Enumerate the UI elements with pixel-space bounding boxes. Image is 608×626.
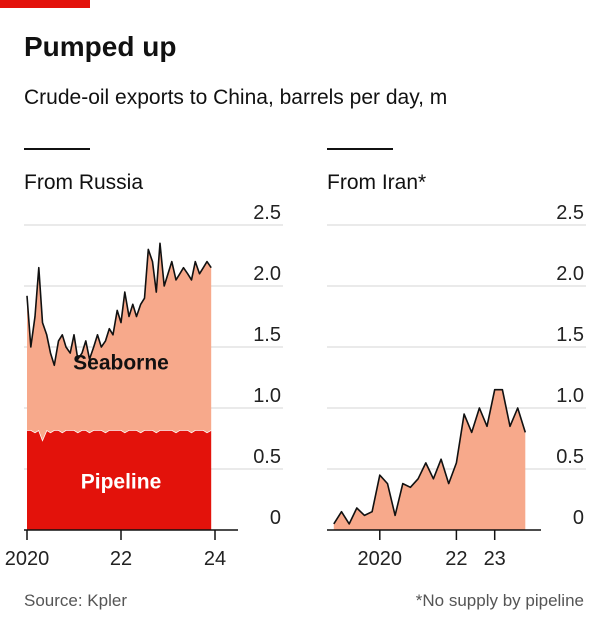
x-tick-label: 2020 — [358, 548, 403, 570]
area — [27, 430, 212, 530]
line — [333, 388, 527, 525]
y-tick-label: 1.5 — [253, 324, 281, 346]
brand-bar — [0, 0, 90, 8]
y-tick-label: 0.5 — [253, 446, 281, 468]
series-label: Pipeline — [81, 470, 162, 493]
footnote: *No supply by pipeline — [416, 591, 584, 610]
y-tick-label: 0 — [270, 507, 281, 529]
y-tick-label: 2.0 — [253, 263, 281, 285]
y-tick-label: 1.0 — [556, 385, 584, 407]
y-tick-label: 2.5 — [556, 202, 584, 224]
y-tick-label: 0 — [573, 507, 584, 529]
x-tick-label: 22 — [445, 548, 467, 570]
x-tick-label: 23 — [484, 548, 506, 570]
line — [26, 242, 212, 367]
series-label: Seaborne — [73, 352, 169, 375]
panel-title: From Iran* — [327, 171, 426, 194]
y-tick-label: 2.5 — [253, 202, 281, 224]
chart-subtitle: Crude-oil exports to China, barrels per … — [24, 86, 447, 109]
x-tick-label: 22 — [110, 548, 132, 570]
chart-title: Pumped up — [24, 31, 176, 62]
panel-title: From Russia — [24, 171, 143, 194]
y-tick-label: 2.0 — [556, 263, 584, 285]
y-tick-label: 1.0 — [253, 385, 281, 407]
x-tick-label: 24 — [204, 548, 226, 570]
x-tick-label: 2020 — [5, 548, 50, 570]
area — [27, 243, 212, 440]
y-tick-label: 1.5 — [556, 324, 584, 346]
area — [333, 389, 526, 530]
y-tick-label: 0.5 — [556, 446, 584, 468]
source: Source: Kpler — [24, 591, 127, 610]
